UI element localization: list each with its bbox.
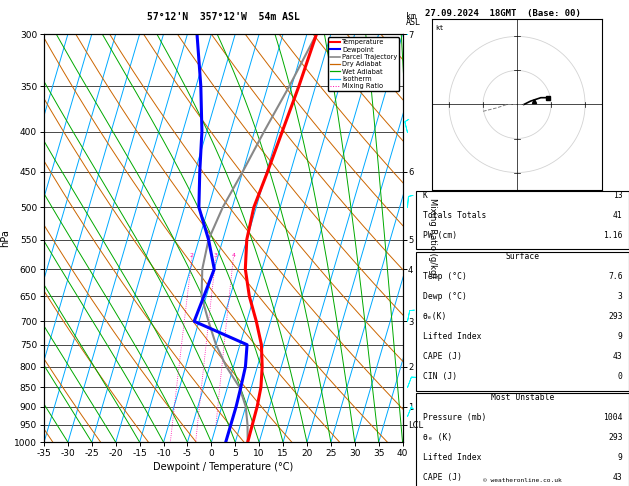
Text: Pressure (mb): Pressure (mb) [423, 413, 486, 422]
Text: 293: 293 [608, 433, 623, 442]
Text: 41: 41 [613, 211, 623, 220]
Text: 9: 9 [618, 453, 623, 462]
Text: 43: 43 [613, 352, 623, 361]
Text: Lifted Index: Lifted Index [423, 453, 481, 462]
Text: km: km [406, 12, 416, 21]
Text: 13: 13 [613, 191, 623, 200]
Text: Totals Totals: Totals Totals [423, 211, 486, 220]
Y-axis label: hPa: hPa [0, 229, 10, 247]
Text: © weatheronline.co.uk: © weatheronline.co.uk [483, 478, 562, 483]
Bar [416, 191, 629, 249]
Text: 57°12'N  357°12'W  54m ASL: 57°12'N 357°12'W 54m ASL [147, 12, 299, 22]
Legend: Temperature, Dewpoint, Parcel Trajectory, Dry Adiabat, Wet Adiabat, Isotherm, Mi: Temperature, Dewpoint, Parcel Trajectory… [328, 37, 399, 91]
Text: PW (cm): PW (cm) [423, 231, 457, 241]
Bar [416, 251, 629, 391]
Text: ASL: ASL [406, 18, 421, 28]
Text: 3: 3 [214, 253, 218, 258]
Text: 9: 9 [618, 332, 623, 341]
Text: 7.6: 7.6 [608, 272, 623, 280]
Text: Lifted Index: Lifted Index [423, 332, 481, 341]
Text: 1004: 1004 [603, 413, 623, 422]
Text: 43: 43 [613, 473, 623, 482]
X-axis label: Dewpoint / Temperature (°C): Dewpoint / Temperature (°C) [153, 462, 293, 472]
Y-axis label: Mixing Ratio (g/kg): Mixing Ratio (g/kg) [428, 198, 437, 278]
Text: Temp (°C): Temp (°C) [423, 272, 467, 280]
Text: K: K [423, 191, 428, 200]
Text: 3: 3 [618, 292, 623, 301]
Text: 27.09.2024  18GMT  (Base: 00): 27.09.2024 18GMT (Base: 00) [425, 9, 581, 18]
Text: Dewp (°C): Dewp (°C) [423, 292, 467, 301]
Text: 2: 2 [190, 253, 194, 258]
Text: Most Unstable: Most Unstable [491, 393, 554, 401]
Text: kt: kt [435, 24, 444, 31]
Text: θₑ (K): θₑ (K) [423, 433, 452, 442]
Text: θₑ(K): θₑ(K) [423, 312, 447, 321]
Text: 0: 0 [618, 372, 623, 382]
Text: 293: 293 [608, 312, 623, 321]
Text: CIN (J): CIN (J) [423, 372, 457, 382]
Text: CAPE (J): CAPE (J) [423, 352, 462, 361]
Text: 1.16: 1.16 [603, 231, 623, 241]
Text: CAPE (J): CAPE (J) [423, 473, 462, 482]
Text: Surface: Surface [506, 251, 540, 260]
Text: 4: 4 [231, 253, 235, 258]
Bar [416, 393, 629, 486]
